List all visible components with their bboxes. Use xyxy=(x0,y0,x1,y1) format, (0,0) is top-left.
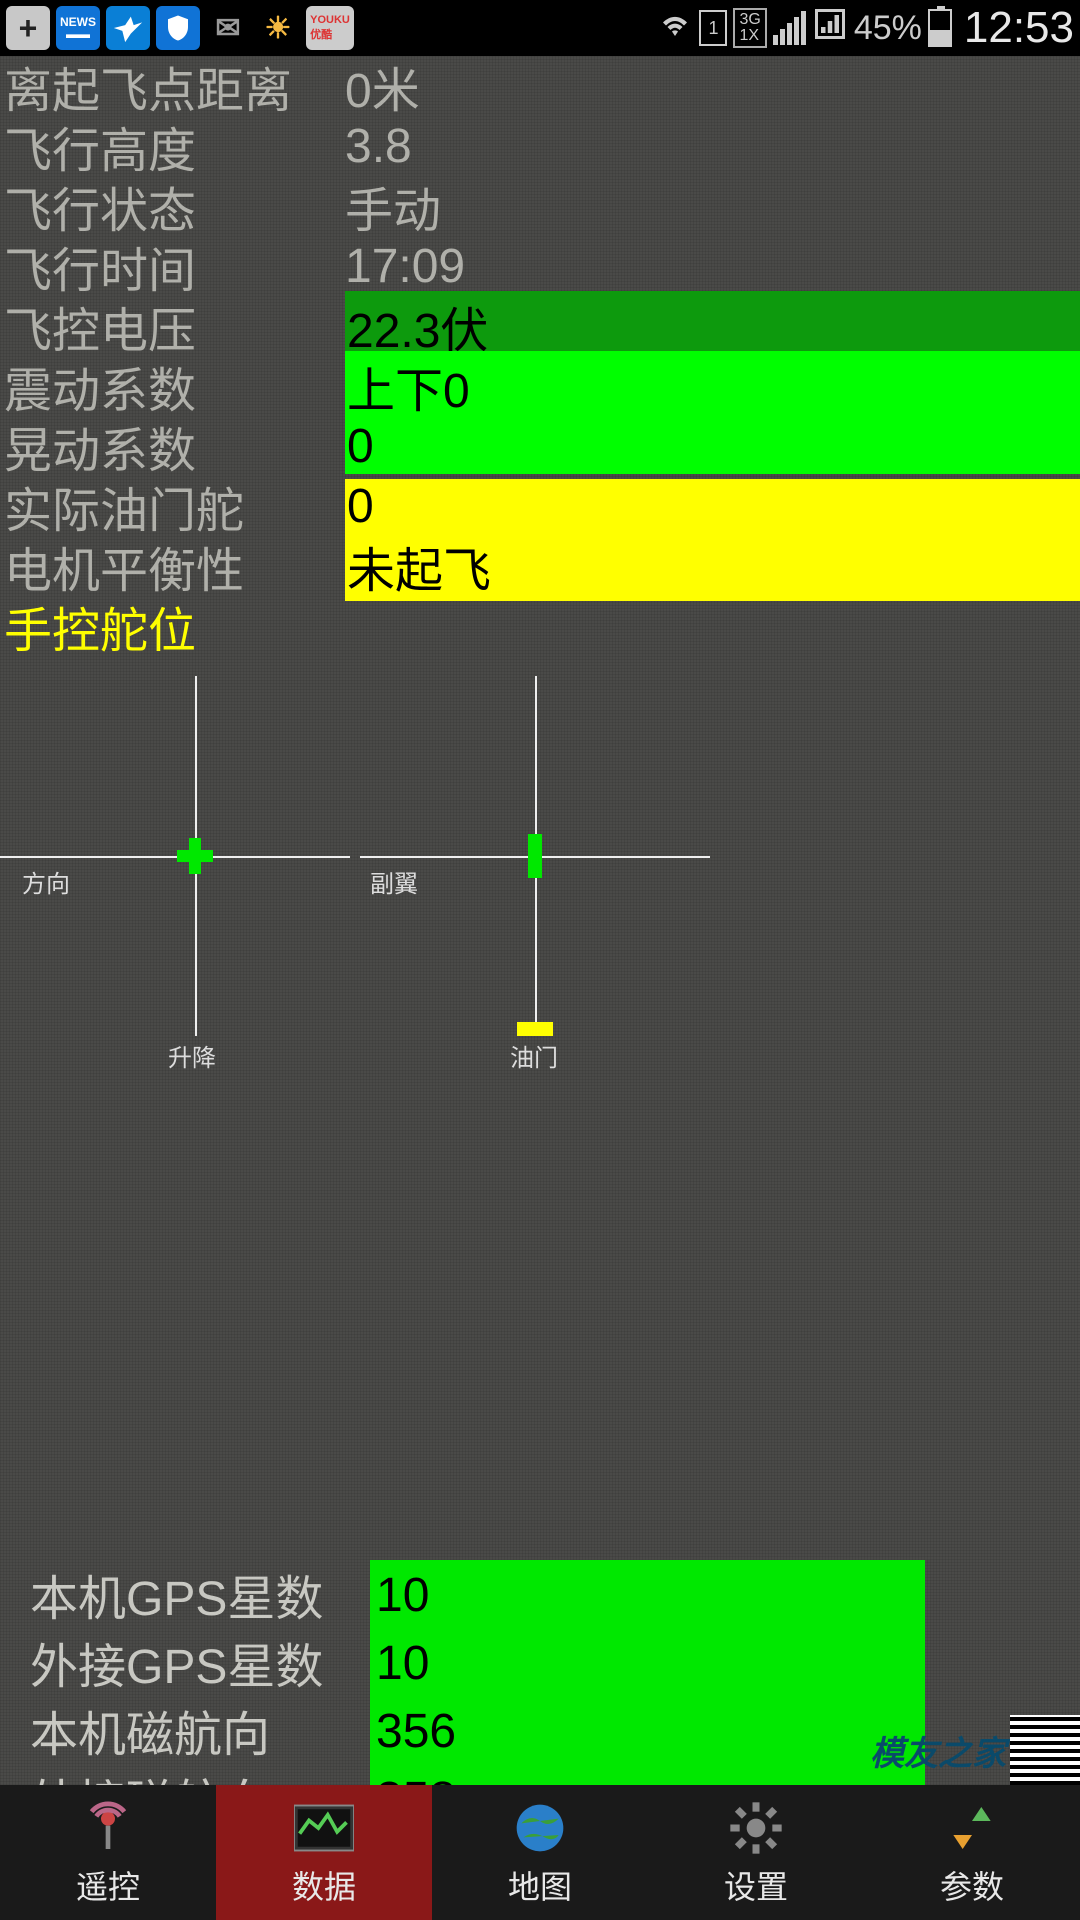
flight-row: 飞控电压22.3伏 xyxy=(0,296,1080,356)
status-right-icons: 1 3G1X 45% 12:53 xyxy=(657,3,1074,53)
battery-icon xyxy=(928,9,952,47)
map-icon xyxy=(510,1798,570,1858)
tab-label: 参数 xyxy=(940,1862,1004,1908)
params-icon xyxy=(942,1798,1002,1858)
flight-row: 飞行状态手动 xyxy=(0,176,1080,236)
right-stick-marker-aileron xyxy=(528,834,542,878)
status-left-icons: + NEWS▬▬ ✉ ☀ YOUKU优酷 xyxy=(6,6,354,50)
tab-params[interactable]: 参数 xyxy=(864,1785,1080,1920)
manual-control-title: 手控舵位 xyxy=(0,596,1080,656)
flight-row: 电机平衡性未起飞 xyxy=(0,536,1080,596)
flight-row: 晃动系数0 xyxy=(0,416,1080,476)
flight-row-value: 3.8 xyxy=(345,119,1080,174)
settings-icon xyxy=(726,1798,786,1858)
gps-row-value: 356 xyxy=(376,1704,456,1759)
flight-row: 震动系数上下0 xyxy=(0,356,1080,416)
right-v-label: 油门 xyxy=(510,1038,558,1073)
stick-visualization: 方向 升降 副翼 油门 xyxy=(0,676,1080,1116)
right-h-label: 副翼 xyxy=(370,864,418,899)
plus-icon: + xyxy=(6,6,50,50)
signal-icon xyxy=(773,11,806,45)
gps-row-label: 本机GPS星数 xyxy=(0,1559,370,1629)
left-h-label: 方向 xyxy=(22,864,70,899)
flight-row-value: 0 xyxy=(345,479,1080,534)
flight-row-value: 0米 xyxy=(345,51,1080,121)
tab-label: 遥控 xyxy=(76,1862,140,1908)
left-stick-h-axis xyxy=(0,856,350,858)
flight-row-value: 17:09 xyxy=(345,239,1080,294)
battery-meter-icon xyxy=(812,6,848,51)
watermark-qr-icon xyxy=(1010,1715,1080,1785)
right-stick-marker-throttle xyxy=(517,1022,553,1036)
flight-row: 实际油门舵0 xyxy=(0,476,1080,536)
data-icon xyxy=(294,1798,354,1858)
left-v-label: 升降 xyxy=(168,1038,216,1073)
flight-row-value: 手动 xyxy=(345,171,1080,241)
flight-row-value: 上下0 xyxy=(345,351,1080,421)
android-status-bar: + NEWS▬▬ ✉ ☀ YOUKU优酷 1 3G1X 45% 12:53 xyxy=(0,0,1080,56)
gps-row-label: 外接GPS星数 xyxy=(0,1627,370,1697)
flight-row-value: 0 xyxy=(345,419,1080,474)
watermark: 模友之家 xyxy=(870,1715,1080,1785)
tab-label: 地图 xyxy=(508,1862,572,1908)
gps-row-value: 10 xyxy=(376,1636,429,1691)
tab-remote[interactable]: 遥控 xyxy=(0,1785,216,1920)
shield-icon xyxy=(156,6,200,50)
tab-data[interactable]: 数据 xyxy=(216,1785,432,1920)
flight-data-list: 离起飞点距离0米飞行高度3.8飞行状态手动飞行时间17:09飞控电压22.3伏震… xyxy=(0,56,1080,596)
sim-icon: 1 xyxy=(699,10,727,46)
youku-icon: YOUKU优酷 xyxy=(306,6,354,50)
mail-icon: ✉ xyxy=(206,6,250,50)
tab-label: 设置 xyxy=(724,1862,788,1908)
wifi-icon xyxy=(657,6,693,50)
tab-settings[interactable]: 设置 xyxy=(648,1785,864,1920)
flight-row: 离起飞点距离0米 xyxy=(0,56,1080,116)
tab-map[interactable]: 地图 xyxy=(432,1785,648,1920)
watermark-text: 模友之家 xyxy=(870,1726,1006,1775)
flight-row: 飞行时间17:09 xyxy=(0,236,1080,296)
flight-row: 飞行高度3.8 xyxy=(0,116,1080,176)
remote-icon xyxy=(78,1798,138,1858)
bottom-tab-bar: 遥控 数据 地图 设置 参数 xyxy=(0,1785,1080,1920)
swallow-icon xyxy=(106,6,150,50)
network-3g-icon: 3G1X xyxy=(733,8,766,48)
battery-percent: 45% xyxy=(854,9,922,48)
flight-row-value: 未起飞 xyxy=(345,531,1080,601)
weather-icon: ☀ xyxy=(256,6,300,50)
clock: 12:53 xyxy=(964,3,1074,53)
tab-label: 数据 xyxy=(292,1862,356,1908)
news-icon: NEWS▬▬ xyxy=(56,6,100,50)
gps-row-label: 本机磁航向 xyxy=(0,1695,370,1765)
gps-row-value: 10 xyxy=(376,1568,429,1623)
